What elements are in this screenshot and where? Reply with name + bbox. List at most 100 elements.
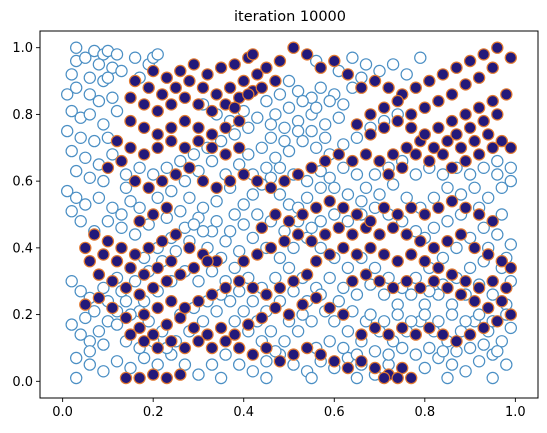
point-s0-295: [79, 311, 92, 325]
point-s1-31: [165, 121, 178, 135]
point-s0-54: [165, 184, 178, 198]
point-s1-114: [472, 101, 486, 114]
point-s1-63: [319, 154, 332, 168]
point-s1-24: [205, 104, 219, 118]
point-s1-202: [323, 248, 336, 261]
point-s1-227: [495, 295, 508, 308]
point-s0-308: [246, 295, 259, 308]
point-s1-274: [405, 371, 418, 385]
point-s0-277: [314, 214, 327, 228]
point-s1-150: [83, 255, 97, 268]
point-s0-106: [310, 141, 323, 154]
point-s1-237: [382, 328, 395, 341]
point-s0-150: [436, 251, 450, 265]
point-s1-201: [310, 255, 323, 268]
point-s1-113: [459, 108, 472, 121]
point-s1-62: [305, 161, 318, 174]
point-s0-342: [368, 168, 382, 181]
point-s0-304: [83, 345, 97, 358]
point-s1-160: [79, 298, 92, 311]
point-s1-247: [205, 288, 219, 301]
point-s1-264: [273, 355, 287, 368]
point-s1-53: [183, 161, 196, 174]
point-s0-40: [60, 184, 74, 198]
point-s1-83: [355, 81, 368, 94]
point-s1-271: [368, 361, 382, 375]
point-s1-287: [323, 194, 336, 208]
point-s0-108: [337, 138, 350, 151]
point-s0-245: [323, 271, 336, 285]
point-s0-34: [79, 151, 92, 164]
point-s0-361: [305, 124, 318, 138]
point-s0-222: [500, 358, 513, 371]
point-s1-131: [101, 234, 115, 248]
chart-title: iteration 10000: [234, 9, 346, 25]
y-tick-label: 1.0: [12, 41, 33, 56]
point-s0-363: [278, 134, 291, 148]
point-s1-16: [160, 71, 173, 84]
x-tick-label: 0.2: [143, 405, 164, 420]
point-s0-275: [341, 214, 355, 228]
point-s0-291: [128, 275, 142, 288]
point-s1-41: [165, 134, 178, 148]
point-s1-20: [151, 104, 164, 118]
point-s1-182: [264, 241, 278, 255]
point-s0-41: [69, 191, 83, 204]
point-s0-196: [124, 361, 137, 375]
point-s1-288: [337, 201, 350, 214]
point-s0-7: [92, 58, 106, 71]
point-s0-74: [337, 161, 350, 174]
point-s1-173: [255, 311, 268, 325]
point-s1-244: [300, 268, 314, 281]
point-s1-156: [160, 275, 173, 288]
point-s0-136: [246, 231, 259, 245]
point-s0-83: [454, 188, 468, 201]
point-s0-176: [291, 325, 305, 338]
point-s1-184: [291, 228, 305, 241]
point-s0-370: [119, 168, 133, 181]
point-s0-65: [246, 188, 259, 201]
point-s0-14: [83, 71, 97, 84]
point-s0-114: [373, 64, 386, 78]
point-s0-225: [260, 371, 273, 385]
point-s1-268: [328, 355, 341, 368]
point-s1-102: [391, 114, 404, 128]
point-s0-78: [386, 178, 400, 191]
point-s0-89: [282, 74, 296, 88]
point-s1-256: [165, 335, 178, 348]
point-s0-375: [187, 148, 201, 161]
point-s1-186: [319, 228, 332, 241]
point-s1-306: [228, 101, 241, 114]
point-s0-179: [332, 295, 345, 308]
point-s1-142: [124, 261, 137, 275]
point-s1-112: [445, 114, 459, 128]
point-s0-44: [106, 201, 119, 214]
point-s1-100: [418, 101, 431, 114]
point-s1-294: [418, 208, 431, 221]
point-s0-75: [350, 168, 364, 181]
point-s1-34: [205, 128, 219, 141]
point-s1-174: [269, 301, 282, 315]
point-s1-300: [273, 54, 287, 68]
point-s0-31: [88, 134, 101, 148]
point-s1-56: [223, 174, 237, 188]
point-s1-0: [128, 74, 142, 88]
point-s1-79: [300, 48, 314, 61]
point-s1-267: [314, 348, 327, 361]
point-s1-77: [504, 141, 517, 154]
point-s1-185: [305, 234, 318, 248]
point-s1-179: [337, 308, 350, 321]
point-s1-132: [115, 241, 128, 255]
point-s1-64: [332, 148, 345, 161]
point-s0-71: [300, 191, 314, 204]
point-s1-6: [210, 88, 223, 101]
point-s0-238: [228, 261, 241, 275]
point-s0-351: [491, 154, 504, 168]
point-s0-0: [69, 41, 83, 54]
point-s0-283: [237, 218, 250, 231]
points-layer: [60, 41, 517, 385]
point-s1-203: [337, 241, 350, 255]
point-s0-60: [210, 194, 223, 208]
point-s1-240: [246, 281, 259, 295]
point-s1-163: [119, 311, 133, 325]
